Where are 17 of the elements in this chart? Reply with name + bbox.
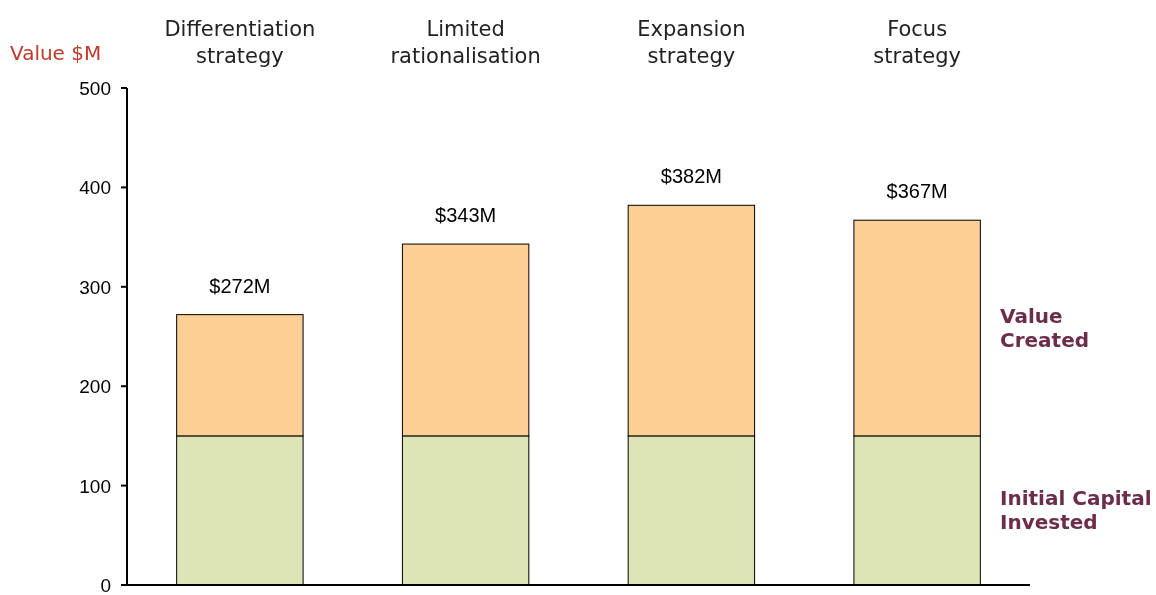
series-label: Initial Capital Invested	[1000, 486, 1152, 535]
x-tick-label: Differentiation strategy	[164, 17, 316, 68]
x-tick-label: Limited rationalisation	[390, 17, 541, 68]
total-label: $343M	[435, 204, 497, 227]
y-tick-label: 500	[79, 78, 111, 99]
y-axis-title: Value $M	[10, 41, 102, 65]
x-tick-label: Expansion strategy	[637, 17, 746, 68]
y-tick-label: 300	[79, 276, 111, 298]
y-tick-label: 400	[79, 177, 111, 199]
total-label: $272M	[209, 274, 271, 297]
x-tick-label: Focus strategy	[873, 17, 961, 68]
y-tick-label: 200	[79, 376, 111, 398]
y-tick-label: 100	[79, 475, 111, 497]
total-label: $367M	[886, 180, 948, 203]
y-tick-label: 0	[100, 575, 111, 595]
total-label: $382M	[660, 165, 722, 188]
series-label: Value Created	[1000, 304, 1090, 353]
